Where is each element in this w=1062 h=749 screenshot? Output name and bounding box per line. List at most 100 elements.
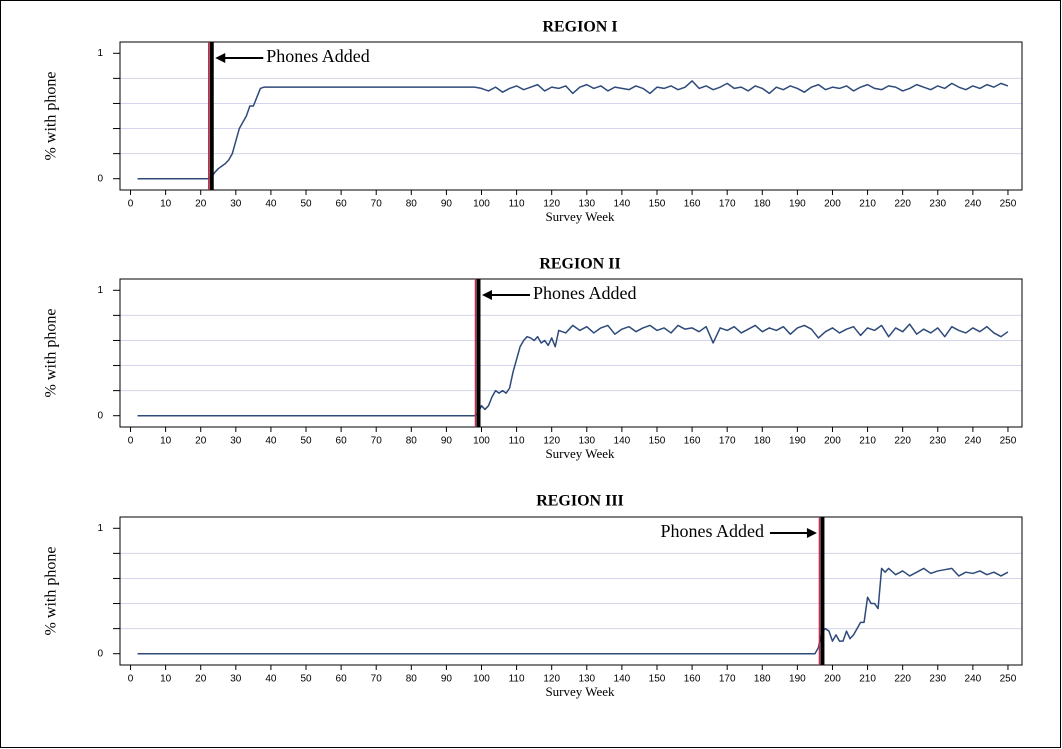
x-tick-label: 210: [859, 436, 876, 447]
x-tick-label: 150: [649, 436, 666, 447]
arrow-head: [481, 290, 492, 300]
x-tick-label: 190: [789, 674, 806, 685]
x-tick-label: 30: [230, 199, 242, 210]
x-tick-label: 240: [965, 436, 982, 447]
x-tick-label: 70: [371, 199, 383, 210]
x-tick-label: 140: [614, 436, 631, 447]
x-tick-label: 230: [929, 199, 946, 210]
x-tick-label: 80: [406, 436, 418, 447]
x-tick-label: 100: [473, 674, 490, 685]
x-tick-label: 20: [195, 674, 207, 685]
x-tick-label: 110: [509, 674, 525, 685]
x-tick-label: 250: [1000, 199, 1017, 210]
x-tick-label: 160: [684, 436, 701, 447]
x-tick-label: 170: [719, 199, 736, 210]
annotation-text: Phones Added: [266, 46, 370, 66]
x-tick-label: 130: [578, 674, 595, 685]
x-tick-label: 130: [578, 199, 595, 210]
x-tick-label: 230: [929, 436, 946, 447]
x-tick-label: 90: [441, 436, 453, 447]
plot-area: [119, 516, 1023, 666]
y-axis-label: % with phone: [43, 72, 60, 161]
x-tick-label: 50: [300, 674, 312, 685]
x-tick-label: 200: [824, 199, 841, 210]
x-tick-label: 140: [614, 674, 631, 685]
x-tick-label: 150: [649, 674, 666, 685]
x-tick-label: 80: [406, 199, 418, 210]
x-tick-label: 250: [1000, 674, 1017, 685]
x-tick-label: 180: [754, 199, 771, 210]
y-tick-label: 0: [97, 410, 103, 421]
x-tick-label: 60: [336, 674, 348, 685]
x-tick-label: 110: [509, 199, 525, 210]
annotation-text: Phones Added: [660, 521, 764, 541]
x-tick-label: 10: [160, 674, 172, 685]
x-tick-label: 10: [160, 199, 172, 210]
x-tick-label: 0: [128, 674, 134, 685]
x-tick-label: 40: [265, 199, 277, 210]
x-tick-label: 170: [719, 436, 736, 447]
x-tick-label: 70: [371, 436, 383, 447]
x-tick-label: 190: [789, 199, 806, 210]
x-tick-label: 110: [509, 436, 525, 447]
x-axis-label: Survey Week: [545, 209, 615, 224]
x-tick-label: 90: [441, 199, 453, 210]
x-tick-label: 240: [965, 199, 982, 210]
x-tick-label: 90: [441, 674, 453, 685]
x-tick-label: 200: [824, 436, 841, 447]
y-tick-label: 1: [97, 48, 103, 59]
x-tick-label: 10: [160, 436, 172, 447]
x-tick-label: 240: [965, 674, 982, 685]
data-line: [137, 80, 1009, 180]
x-tick-label: 250: [1000, 436, 1017, 447]
x-tick-label: 120: [543, 199, 560, 210]
x-tick-label: 20: [195, 199, 207, 210]
x-tick-label: 20: [195, 436, 207, 447]
x-tick-label: 180: [754, 436, 771, 447]
x-tick-label: 220: [894, 199, 911, 210]
x-tick-label: 60: [336, 199, 348, 210]
x-tick-label: 40: [265, 436, 277, 447]
x-tick-label: 80: [406, 674, 418, 685]
plot-area: [119, 41, 1023, 191]
chart-title: REGION III: [536, 493, 624, 510]
data-line: [137, 567, 1009, 655]
x-tick-label: 120: [543, 436, 560, 447]
x-tick-label: 210: [859, 674, 876, 685]
x-tick-label: 210: [859, 199, 876, 210]
y-axis-label: % with phone: [43, 309, 60, 398]
x-tick-label: 230: [929, 674, 946, 685]
arrow-head: [806, 528, 817, 538]
x-tick-label: 120: [543, 674, 560, 685]
annotation-text: Phones Added: [533, 283, 637, 303]
chart-title: REGION I: [542, 19, 617, 36]
y-tick-label: 0: [97, 648, 103, 659]
x-tick-label: 160: [684, 674, 701, 685]
y-tick-label: 1: [97, 523, 103, 534]
x-tick-label: 30: [230, 674, 242, 685]
x-tick-label: 100: [473, 199, 490, 210]
plot-area: [119, 278, 1023, 428]
x-tick-label: 200: [824, 674, 841, 685]
data-line: [137, 323, 1009, 417]
x-tick-label: 190: [789, 436, 806, 447]
x-tick-label: 40: [265, 674, 277, 685]
x-tick-label: 140: [614, 199, 631, 210]
x-axis-label: Survey Week: [545, 446, 615, 461]
x-tick-label: 60: [336, 436, 348, 447]
x-tick-label: 220: [894, 436, 911, 447]
x-tick-label: 130: [578, 436, 595, 447]
x-tick-label: 50: [300, 436, 312, 447]
y-axis-label: % with phone: [43, 547, 60, 636]
x-tick-label: 180: [754, 674, 771, 685]
x-tick-label: 150: [649, 199, 666, 210]
x-tick-label: 100: [473, 436, 490, 447]
x-tick-label: 70: [371, 674, 383, 685]
x-tick-label: 0: [128, 436, 134, 447]
y-tick-label: 1: [97, 285, 103, 296]
y-tick-label: 0: [97, 173, 103, 184]
chart-title: REGION II: [539, 256, 620, 273]
x-tick-label: 30: [230, 436, 242, 447]
